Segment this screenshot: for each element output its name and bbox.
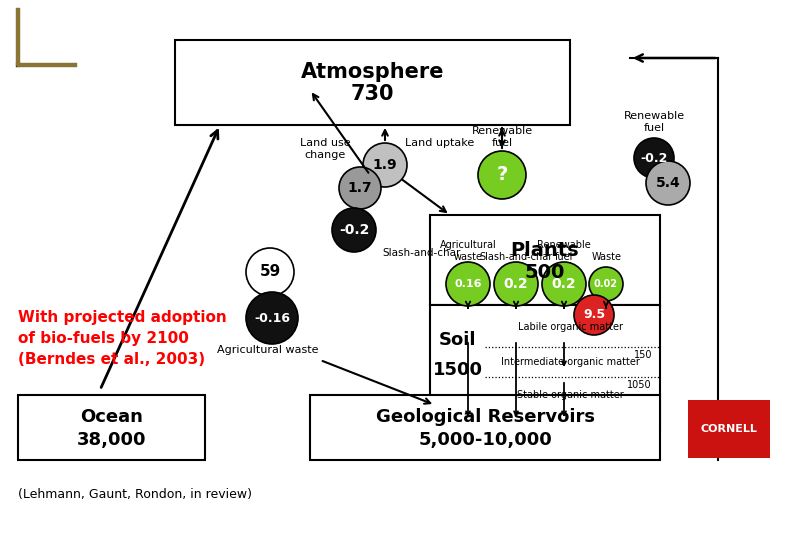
Text: Agricultural
waste: Agricultural waste [440,240,497,262]
Text: 59: 59 [259,265,280,280]
Text: 5.4: 5.4 [655,176,680,190]
Text: -0.2: -0.2 [339,223,369,237]
Text: With projected adoption
of bio-fuels by 2100
(Berndes et al., 2003): With projected adoption of bio-fuels by … [18,310,227,367]
Text: Agricultural waste: Agricultural waste [217,345,319,355]
Bar [175,40,570,125]
Text: 38,000: 38,000 [77,430,147,449]
Text: -0.2: -0.2 [641,152,667,165]
Text: Atmosphere: Atmosphere [301,63,444,83]
Text: 0.2: 0.2 [504,277,528,291]
Text: 730: 730 [351,84,394,105]
Text: Renewable
fuel: Renewable fuel [471,126,532,148]
Text: Land uptake: Land uptake [405,138,474,148]
Circle shape [246,248,294,296]
Bar [430,305,660,430]
Text: 500: 500 [525,262,565,281]
Text: Renewable
fuel: Renewable fuel [537,240,590,262]
Text: Labile organic matter: Labile organic matter [518,322,623,332]
Text: Slash-and-char: Slash-and-char [382,248,460,258]
Circle shape [494,262,538,306]
Text: CORNELL: CORNELL [701,424,757,434]
Circle shape [589,267,623,301]
Text: 0.2: 0.2 [552,277,576,291]
Circle shape [574,295,614,335]
Text: Stable organic matter: Stable organic matter [517,390,624,400]
Circle shape [478,151,526,199]
Text: Geological Reservoirs: Geological Reservoirs [376,408,595,427]
Circle shape [634,138,674,178]
Circle shape [542,262,586,306]
Text: Slash-and-char: Slash-and-char [480,252,552,262]
Text: (Lehmann, Gaunt, Rondon, in review): (Lehmann, Gaunt, Rondon, in review) [18,488,252,501]
Bar [18,395,205,460]
Text: 1500: 1500 [433,361,483,379]
Text: -0.16: -0.16 [254,312,290,325]
Circle shape [332,208,376,252]
Text: Intermediate organic matter: Intermediate organic matter [501,357,639,367]
Text: 0.16: 0.16 [454,279,482,289]
Circle shape [246,292,298,344]
Text: 1050: 1050 [628,380,652,390]
Circle shape [446,262,490,306]
Text: Waste: Waste [592,252,622,262]
Text: Ocean: Ocean [80,408,143,427]
Text: 0.02: 0.02 [594,279,618,289]
Text: Soil: Soil [439,331,477,349]
Text: 1.7: 1.7 [347,181,373,195]
Text: 9.5: 9.5 [583,308,605,321]
Bar [310,395,660,460]
Text: ?: ? [497,165,508,185]
Text: Plants: Plants [510,240,579,260]
Bar [430,215,660,305]
Text: Land use
change: Land use change [300,138,350,160]
Text: 150: 150 [633,350,652,360]
Bar [688,400,770,458]
Text: 5,000-10,000: 5,000-10,000 [418,430,552,449]
Circle shape [339,167,381,209]
Text: Renewable
fuel: Renewable fuel [624,111,684,133]
Circle shape [646,161,690,205]
Circle shape [363,143,407,187]
Text: 1.9: 1.9 [373,158,398,172]
